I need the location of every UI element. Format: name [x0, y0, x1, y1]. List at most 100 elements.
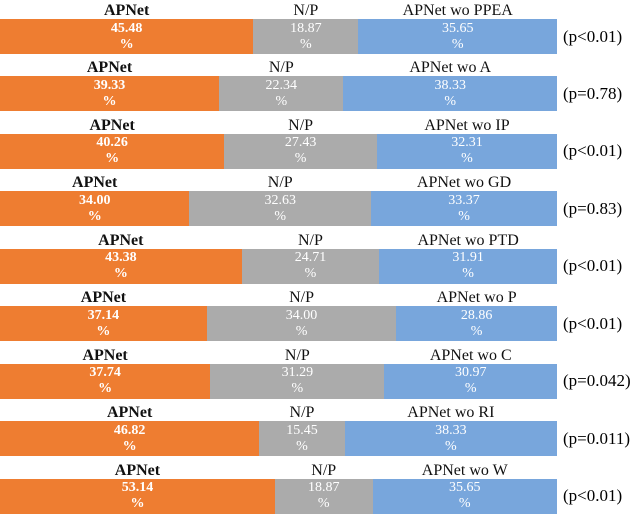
- apnet-label: APNet: [114, 461, 161, 479]
- np-label: N/P: [268, 59, 294, 77]
- np-label: N/P: [288, 116, 314, 134]
- apnet-segment: 37.14%: [0, 306, 207, 342]
- bar-row-apnet-wo-ppea: APNet N/P APNet wo PPEA 45.48% 18.87% 35…: [0, 0, 640, 57]
- ablation-segment: 38.33%: [343, 76, 557, 112]
- p-value: (p<0.01): [563, 313, 623, 333]
- bar-line: 46.82% 15.45% 38.33% (p=0.011): [0, 421, 640, 457]
- ablation-label: APNet wo P: [436, 289, 517, 307]
- ablation-label: APNet wo PPEA: [402, 2, 513, 19]
- bar-line: 34.00% 32.63% 33.37% (p=0.83): [0, 191, 640, 227]
- top-labels: APNet N/P APNet wo P: [0, 287, 557, 306]
- ablation-label: APNet wo W: [421, 461, 508, 479]
- ablation-segment: 31.91%: [379, 248, 557, 284]
- apnet-segment: 37.74%: [0, 363, 211, 399]
- ablation-segment: 35.65%: [372, 478, 557, 514]
- top-labels: APNet N/P APNet wo RI: [0, 402, 557, 421]
- bar-row-apnet-wo-gd: APNet N/P APNet wo GD 34.00% 32.63% 33.3…: [0, 172, 640, 229]
- stacked-bar: 39.33% 22.34% 38.33%: [0, 76, 557, 112]
- np-label: N/P: [311, 461, 337, 479]
- p-value: (p=0.011): [563, 428, 631, 448]
- np-label: N/P: [289, 404, 315, 422]
- top-labels: APNet N/P APNet wo GD: [0, 172, 557, 191]
- p-value: (p=0.78): [563, 83, 623, 103]
- apnet-label: APNet: [72, 174, 118, 192]
- np-segment: 18.87%: [274, 478, 373, 514]
- apnet-label: APNet: [104, 2, 150, 19]
- np-segment: 27.43%: [224, 133, 378, 169]
- np-label: N/P: [297, 231, 323, 249]
- p-value: (p<0.01): [563, 486, 623, 505]
- np-segment: 31.29%: [210, 363, 385, 399]
- np-segment: 34.00%: [206, 306, 397, 342]
- bar-line: 37.74% 31.29% 30.97% (p=0.042): [0, 363, 640, 399]
- apnet-segment: 53.14%: [0, 478, 275, 514]
- bar-row-apnet-wo-ri: APNet N/P APNet wo RI 46.82% 15.45% 38.3…: [0, 402, 640, 459]
- apnet-segment: 40.26%: [0, 133, 225, 169]
- bar-row-apnet-wo-a: APNet N/P APNet wo A 39.33% 22.34% 38.33…: [0, 57, 640, 114]
- apnet-label: APNet: [80, 289, 127, 307]
- np-label: N/P: [284, 346, 310, 364]
- bar-line: 40.26% 27.43% 32.31% (p<0.01): [0, 133, 640, 169]
- p-value: (p<0.01): [563, 26, 623, 46]
- stacked-bar: 37.14% 34.00% 28.86%: [0, 306, 557, 342]
- apnet-segment: 34.00%: [0, 191, 190, 227]
- top-labels: APNet N/P APNet wo A: [0, 57, 557, 76]
- stacked-bar: 40.26% 27.43% 32.31%: [0, 133, 557, 169]
- top-labels: APNet N/P APNet wo PPEA: [0, 0, 557, 19]
- ablation-segment: 38.33%: [344, 421, 557, 457]
- np-label: N/P: [293, 2, 319, 19]
- ablation-segment: 35.65%: [358, 19, 557, 54]
- np-segment: 24.71%: [241, 248, 380, 284]
- np-segment: 18.87%: [253, 19, 359, 54]
- stacked-bar: 37.74% 31.29% 30.97%: [0, 363, 557, 399]
- np-segment: 22.34%: [219, 76, 344, 112]
- stacked-bar: 46.82% 15.45% 38.33%: [0, 421, 557, 457]
- ablation-label: APNet wo PTD: [417, 231, 519, 249]
- p-value: (p<0.01): [563, 141, 623, 161]
- top-labels: APNet N/P APNet wo PTD: [0, 230, 557, 249]
- p-value: (p<0.01): [563, 256, 623, 276]
- apnet-label: APNet: [98, 231, 144, 249]
- stacked-bar: 34.00% 32.63% 33.37%: [0, 191, 557, 227]
- apnet-label: APNet: [82, 346, 128, 364]
- top-labels: APNet N/P APNet wo C: [0, 345, 557, 364]
- apnet-label: APNet: [89, 116, 135, 134]
- bar-row-apnet-wo-ptd: APNet N/P APNet wo PTD 43.38% 24.71% 31.…: [0, 230, 640, 287]
- apnet-segment: 46.82%: [0, 421, 260, 457]
- ablation-label: APNet wo RI: [407, 404, 495, 422]
- bar-line: 39.33% 22.34% 38.33% (p=0.78): [0, 76, 640, 112]
- apnet-label: APNet: [106, 404, 153, 422]
- stacked-bar: 53.14% 18.87% 35.65%: [0, 478, 557, 514]
- ablation-label: APNet wo C: [429, 346, 512, 364]
- p-value: (p=0.83): [563, 198, 623, 218]
- ablation-segment: 32.31%: [377, 133, 557, 169]
- ablation-segment: 28.86%: [396, 306, 557, 342]
- p-value: (p=0.042): [563, 371, 631, 391]
- ablation-label: APNet wo GD: [416, 174, 512, 192]
- bar-row-apnet-wo-ip: APNet N/P APNet wo IP 40.26% 27.43% 32.3…: [0, 115, 640, 172]
- ablation-label: APNet wo IP: [424, 116, 510, 134]
- top-labels: APNet N/P APNet wo IP: [0, 115, 557, 134]
- ablation-segment: 33.37%: [371, 191, 557, 227]
- np-segment: 15.45%: [259, 421, 345, 457]
- np-label: N/P: [267, 174, 293, 192]
- apnet-label: APNet: [86, 59, 133, 77]
- stacked-bar: 45.48% 18.87% 35.65%: [0, 19, 557, 54]
- ablation-label: APNet wo A: [409, 59, 492, 77]
- bar-line: 45.48% 18.87% 35.65% (p<0.01): [0, 19, 640, 54]
- apnet-segment: 45.48%: [0, 19, 254, 54]
- bar-row-apnet-wo-p: APNet N/P APNet wo P 37.14% 34.00% 28.86…: [0, 287, 640, 344]
- np-label: N/P: [289, 289, 314, 307]
- ablation-segment: 30.97%: [384, 363, 557, 399]
- apnet-segment: 39.33%: [0, 76, 220, 112]
- stacked-bar: 43.38% 24.71% 31.91%: [0, 248, 557, 284]
- apnet-segment: 43.38%: [0, 248, 242, 284]
- bar-line: 53.14% 18.87% 35.65% (p<0.01): [0, 478, 640, 514]
- bar-line: 37.14% 34.00% 28.86% (p<0.01): [0, 306, 640, 342]
- np-segment: 32.63%: [189, 191, 372, 227]
- bar-line: 43.38% 24.71% 31.91% (p<0.01): [0, 248, 640, 284]
- bar-row-apnet-wo-c: APNet N/P APNet wo C 37.74% 31.29% 30.97…: [0, 345, 640, 402]
- top-labels: APNet N/P APNet wo W: [0, 460, 557, 479]
- bar-row-apnet-wo-w: APNet N/P APNet wo W 53.14% 18.87% 35.65…: [0, 460, 640, 517]
